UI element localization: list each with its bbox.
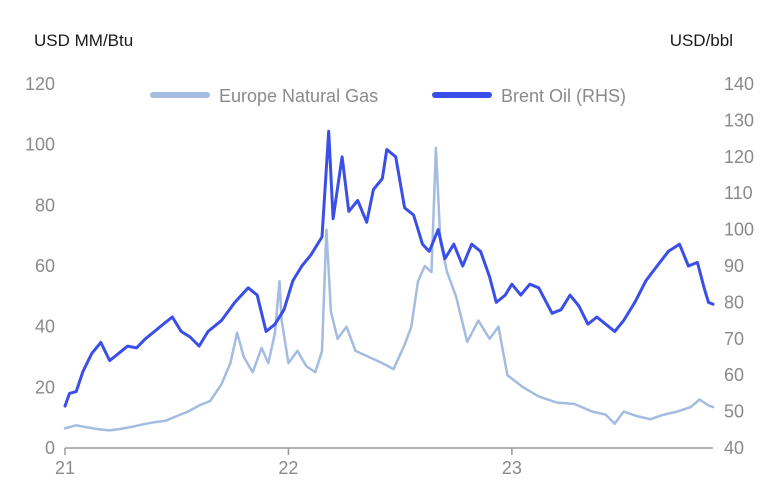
right-tick-label: 120: [724, 147, 754, 167]
x-tick-label: 22: [278, 458, 298, 478]
right-axis-ticks: 40 50 60 70 80 90 100 110 120 130 140: [724, 74, 754, 458]
right-tick-label: 100: [724, 220, 754, 240]
left-tick-label: 80: [35, 195, 55, 215]
x-axis: 21 22 23: [55, 447, 713, 478]
left-tick-label: 100: [25, 135, 55, 155]
right-tick-label: 40: [724, 438, 744, 458]
series-line-europe-natural-gas: [63, 146, 715, 432]
right-axis-unit: USD/bbl: [670, 31, 733, 50]
x-tick-label: 23: [502, 458, 522, 478]
right-tick-label: 140: [724, 74, 754, 94]
right-tick-label: 90: [724, 256, 744, 276]
left-tick-label: 40: [35, 317, 55, 337]
right-tick-label: 60: [724, 365, 744, 385]
left-axis-unit: USD MM/Btu: [34, 31, 133, 50]
legend-label-brent: Brent Oil (RHS): [501, 86, 626, 106]
series-layer: [63, 129, 715, 432]
left-axis-ticks: 0 20 40 60 80 100 120: [25, 74, 55, 458]
series-line-brent-oil: [63, 129, 715, 408]
legend: Europe Natural Gas Brent Oil (RHS): [150, 86, 626, 106]
x-tick-label: 21: [55, 458, 75, 478]
left-tick-label: 20: [35, 377, 55, 397]
left-tick-label: 60: [35, 256, 55, 276]
right-tick-label: 110: [724, 183, 753, 203]
left-tick-label: 120: [25, 74, 55, 94]
right-tick-label: 50: [724, 402, 744, 422]
right-tick-label: 70: [724, 329, 744, 349]
legend-label-gas: Europe Natural Gas: [219, 86, 378, 106]
left-tick-label: 0: [45, 438, 55, 458]
right-tick-label: 80: [724, 292, 744, 312]
right-tick-label: 130: [724, 110, 754, 130]
